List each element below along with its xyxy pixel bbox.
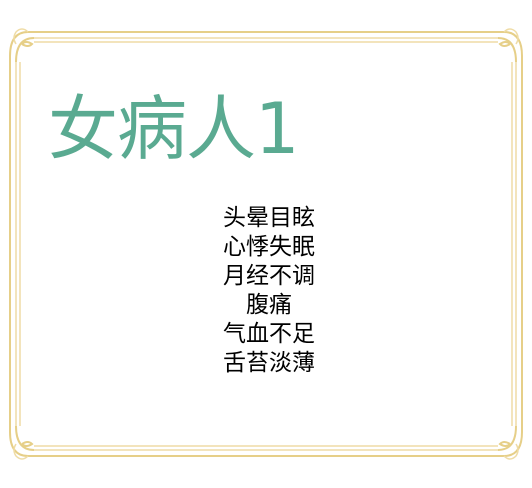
symptom-item: 月经不调 [223,263,315,289]
symptom-item: 舌苔淡薄 [223,350,315,376]
corner-curl-bottom-right [503,443,519,460]
corner-curl-top-left [13,28,29,45]
corner-curl-bottom-left [13,443,29,460]
symptom-item: 气血不足 [223,321,315,347]
symptom-list: 头晕目眩 心悸失眠 月经不调 腹痛 气血不足 舌苔淡薄 [164,204,374,378]
corner-curl-top-right [503,28,519,45]
symptom-item: 心悸失眠 [223,234,315,260]
symptom-item: 头晕目眩 [223,205,315,231]
card-title: 女病人1 [48,88,300,170]
symptom-item: 腹痛 [246,292,292,318]
